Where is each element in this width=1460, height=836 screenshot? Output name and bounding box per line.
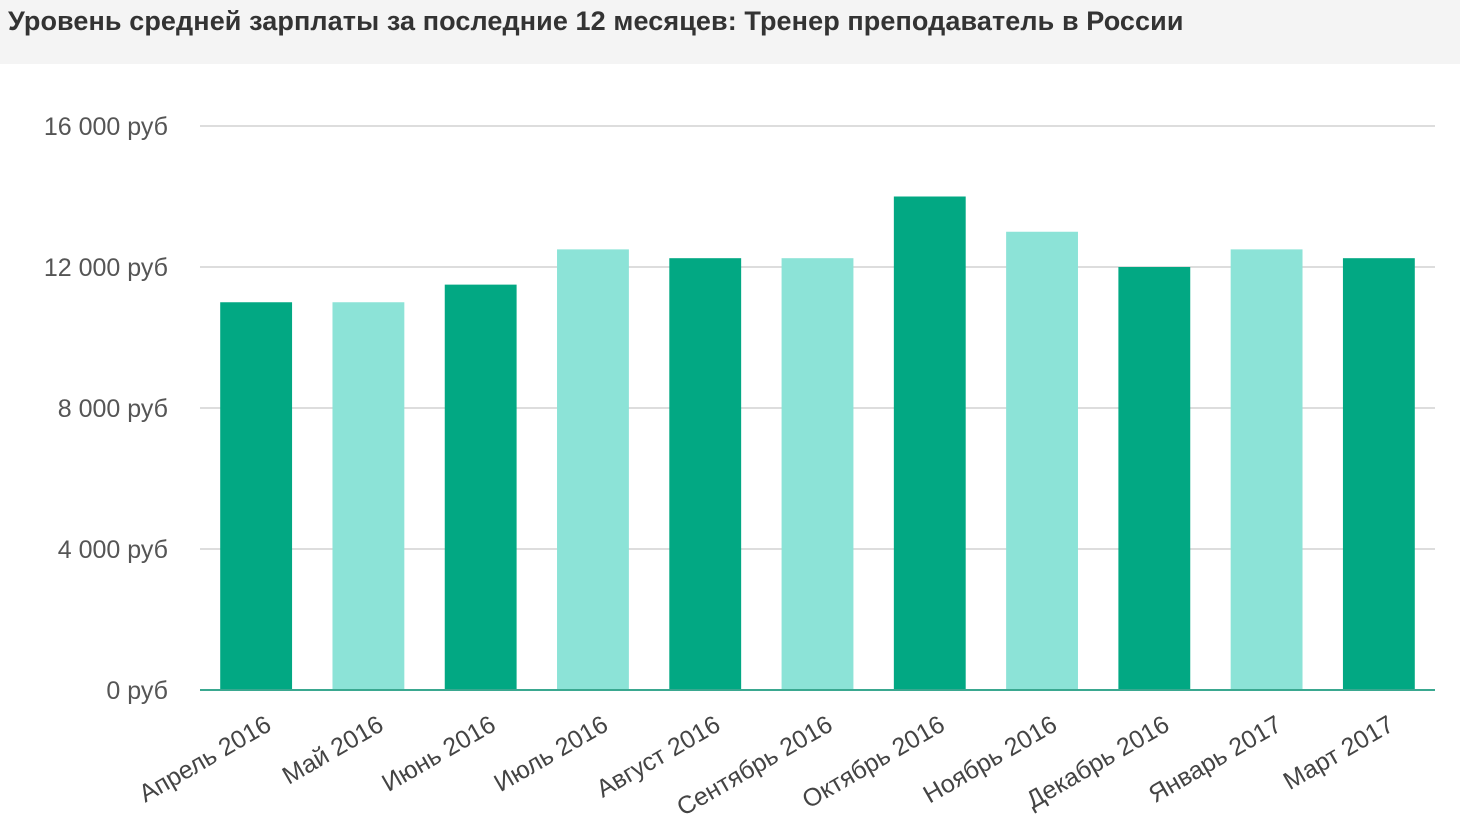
x-tick-label: Апрель 2016 [134, 710, 276, 808]
bars [220, 196, 1415, 691]
bar[interactable] [220, 302, 293, 690]
x-tick-label: Май 2016 [278, 710, 389, 790]
bar[interactable] [781, 258, 854, 690]
chart-title: Уровень средней зарплаты за последние 12… [8, 6, 1184, 36]
bar[interactable] [444, 284, 517, 690]
bar[interactable] [1342, 258, 1415, 690]
bar[interactable] [669, 258, 742, 690]
y-tick-label: 16 000 руб [44, 113, 168, 141]
bar[interactable] [1230, 249, 1303, 690]
bar[interactable] [1006, 231, 1078, 690]
bar[interactable] [332, 302, 405, 690]
y-tick-label: 12 000 руб [44, 254, 168, 282]
bar[interactable] [1118, 267, 1191, 690]
y-tick-label: 4 000 руб [58, 536, 168, 564]
bar[interactable] [557, 249, 629, 690]
x-tick-label: Март 2017 [1279, 710, 1399, 795]
chart-header: Уровень средней зарплаты за последние 12… [0, 0, 1460, 64]
x-tick-label: Июнь 2016 [377, 710, 500, 797]
bar[interactable] [893, 196, 966, 691]
y-tick-label: 8 000 руб [58, 395, 168, 423]
y-axis-ticks: 0 руб 4 000 руб 8 000 руб 12 000 руб 16 000 … [44, 113, 168, 705]
y-tick-label: 0 руб [106, 677, 168, 705]
